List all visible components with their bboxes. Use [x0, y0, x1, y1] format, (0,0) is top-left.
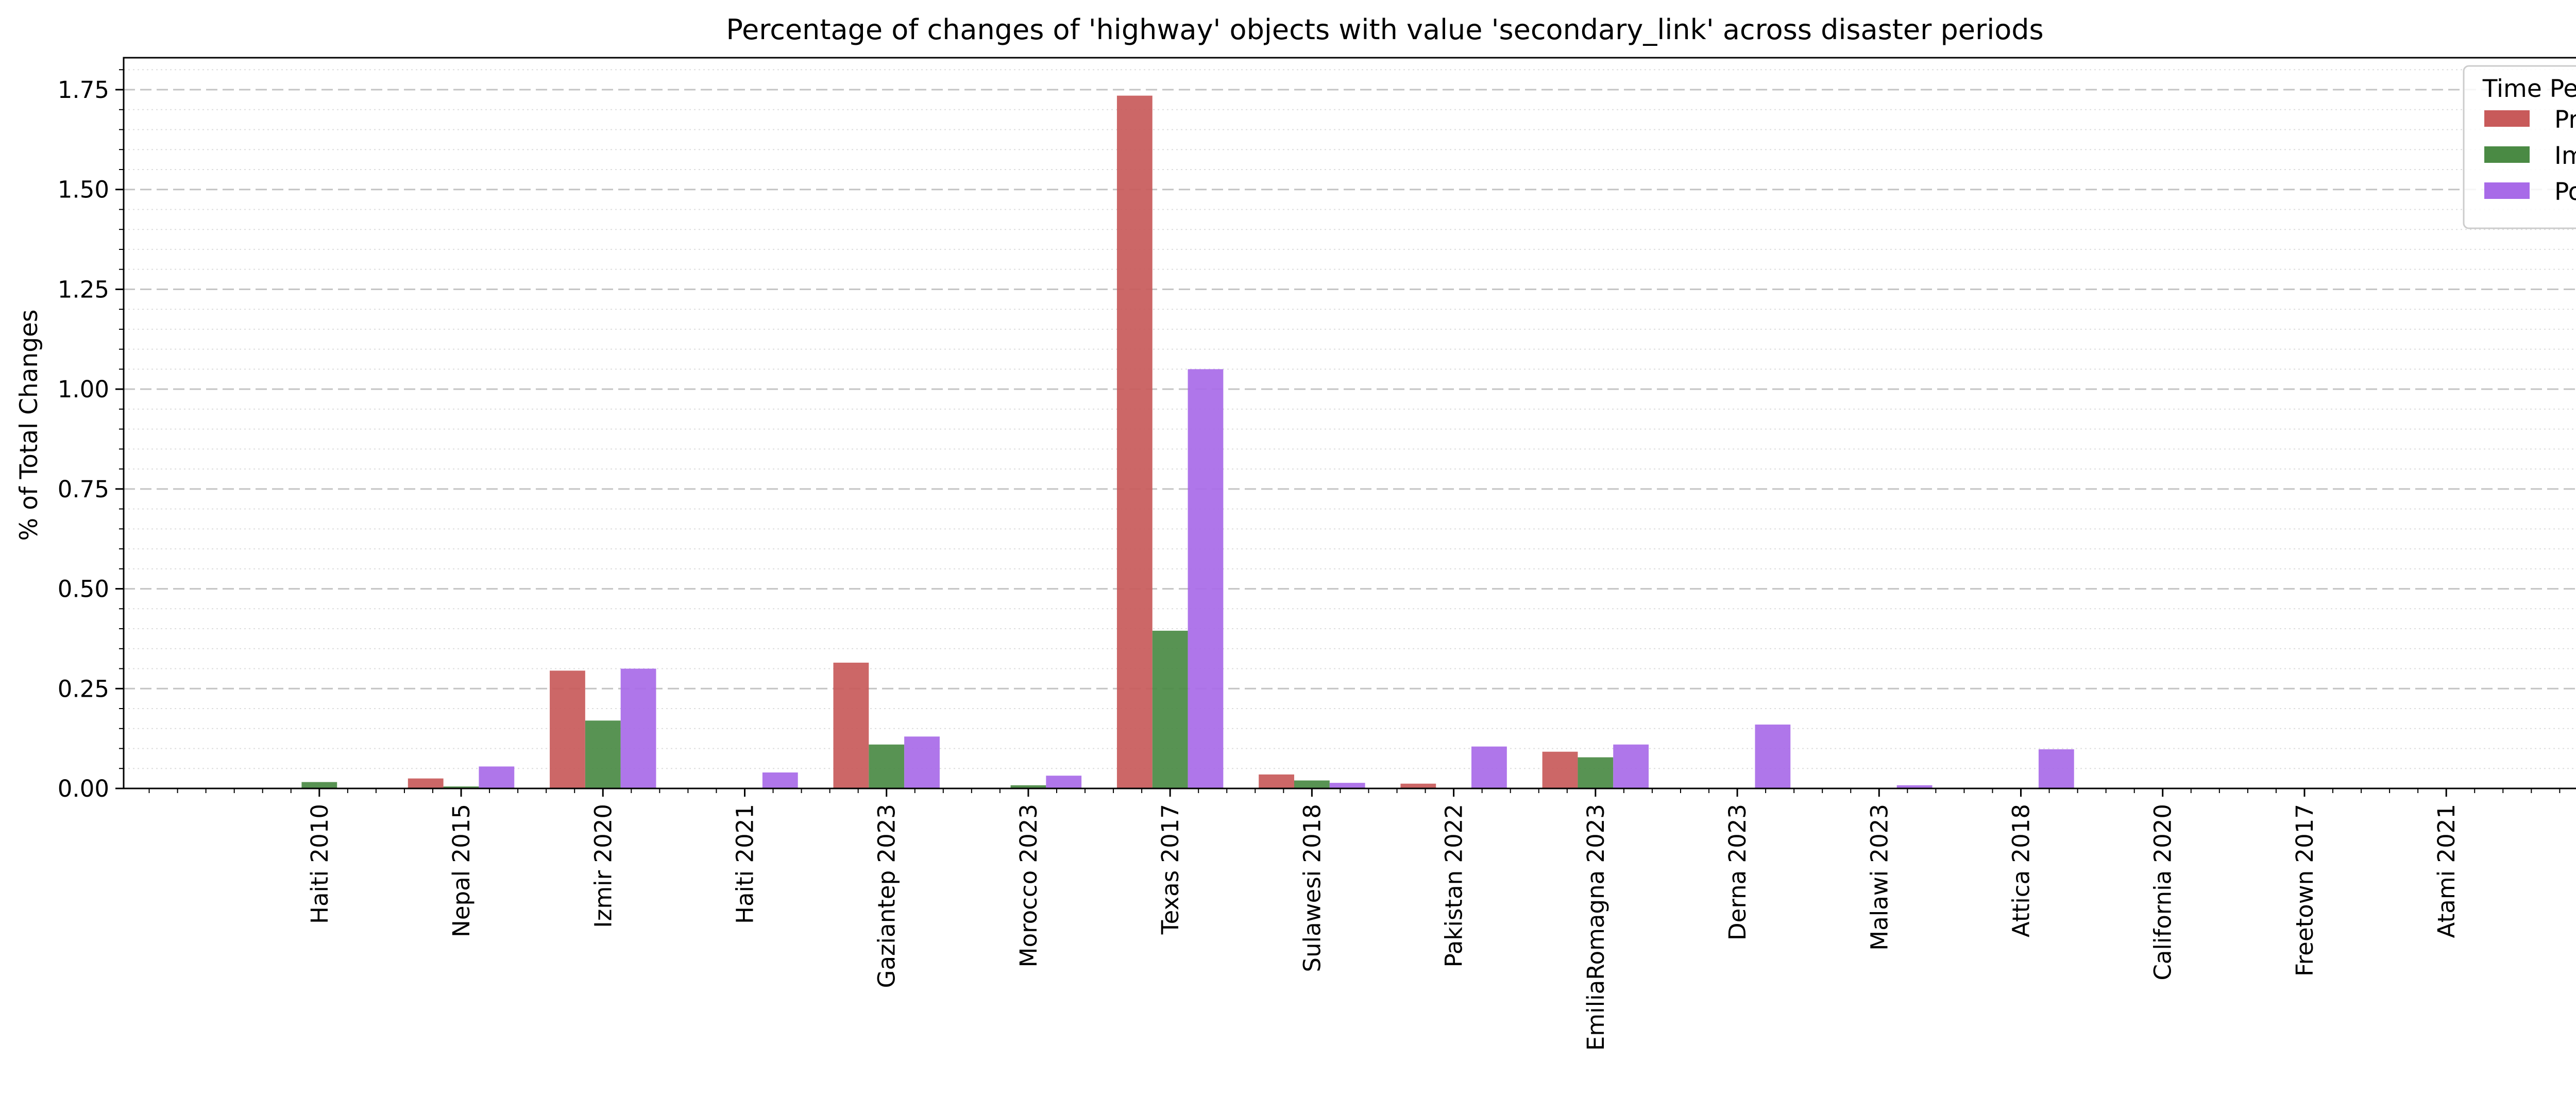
- y-tick-label: 0.50: [58, 576, 109, 603]
- x-tick-label: Sulawesi 2018: [1298, 804, 1326, 972]
- bar-post: [762, 772, 798, 788]
- legend-swatch-imm: [2484, 146, 2530, 163]
- y-tick-label: 1.00: [58, 376, 109, 403]
- axes-layer: 0.00 0.25 0.50 0.75 1.00 1.25 1.50 1.75 Haiti 20…: [58, 57, 2576, 1051]
- bar-post: [1188, 369, 1224, 788]
- x-tick-label: Haiti 2021: [731, 804, 758, 924]
- x-tick-label: Nepal 2015: [448, 804, 475, 937]
- bar-post: [1755, 725, 1791, 788]
- bar-post: [1329, 783, 1365, 788]
- y-tick-label: 0.75: [58, 476, 109, 503]
- x-tick-label: EmiliaRomagna 2023: [1582, 804, 1609, 1051]
- y-axis-label: % of Total Changes: [15, 310, 43, 541]
- bar-pre: [550, 670, 585, 788]
- bar-imm: [585, 720, 621, 788]
- y-tick-label: 1.25: [58, 276, 109, 303]
- plot-frame: [123, 57, 2576, 789]
- bars-layer: [301, 95, 2074, 788]
- legend-title: Time Period: [2482, 75, 2576, 103]
- x-tick-label: Malawi 2023: [1866, 804, 1893, 951]
- bar-post: [1471, 746, 1507, 788]
- bar-post: [904, 736, 940, 788]
- x-tick-label: Gaziantep 2023: [873, 804, 901, 988]
- x-tick-label: Pakistan 2022: [1440, 804, 1468, 967]
- x-tick-label: Texas 2017: [1157, 804, 1184, 935]
- y-tick-label: 0.00: [58, 775, 109, 802]
- y-tick-label: 1.75: [58, 76, 109, 104]
- y-tick-label: 1.50: [58, 176, 109, 204]
- x-tick-label: Atami 2021: [2433, 804, 2460, 938]
- bar-imm: [443, 786, 479, 788]
- x-tick-label: Izmir 2020: [589, 804, 617, 928]
- bar-pre: [1542, 751, 1578, 788]
- bar-imm: [1152, 630, 1188, 788]
- bar-pre: [833, 662, 869, 788]
- legend-items: Pre Imm Post: [2484, 106, 2576, 206]
- bar-imm: [1578, 757, 1614, 788]
- x-tick-label: Morocco 2023: [1015, 804, 1042, 967]
- x-tick-label: California 2020: [2149, 804, 2177, 981]
- bar-imm: [1294, 780, 1330, 788]
- legend-label-imm: Imm: [2554, 142, 2576, 170]
- bar-pre: [1116, 95, 1153, 788]
- grid-layer: [124, 69, 2576, 769]
- legend-swatch-pre: [2484, 110, 2530, 127]
- legend-label-pre: Pre: [2554, 106, 2576, 134]
- x-tick-label: Haiti 2010: [306, 804, 333, 924]
- legend: Time Period Pre Imm Post: [2463, 65, 2576, 229]
- bar-imm: [301, 782, 337, 788]
- chart-title: Percentage of changes of 'highway' objec…: [726, 13, 2043, 46]
- bar-imm: [869, 744, 905, 788]
- bar-post: [620, 668, 656, 788]
- bar-post: [1613, 744, 1649, 788]
- x-tick-label: Derna 2023: [1724, 804, 1751, 940]
- bar-pre: [408, 778, 444, 788]
- bar-post: [1896, 785, 1933, 788]
- bar-imm: [1010, 785, 1046, 788]
- x-tick-label: Freetown 2017: [2291, 804, 2318, 977]
- x-tick-label: Attica 2018: [2008, 804, 2035, 937]
- bar-post: [479, 766, 515, 788]
- legend-label-post: Post: [2554, 178, 2576, 206]
- legend-swatch-post: [2484, 182, 2530, 199]
- bar-post: [2038, 749, 2074, 788]
- bar-post: [1046, 776, 1082, 788]
- bar-pre: [1259, 774, 1294, 788]
- y-tick-label: 0.25: [58, 675, 109, 702]
- bar-pre: [1400, 783, 1436, 788]
